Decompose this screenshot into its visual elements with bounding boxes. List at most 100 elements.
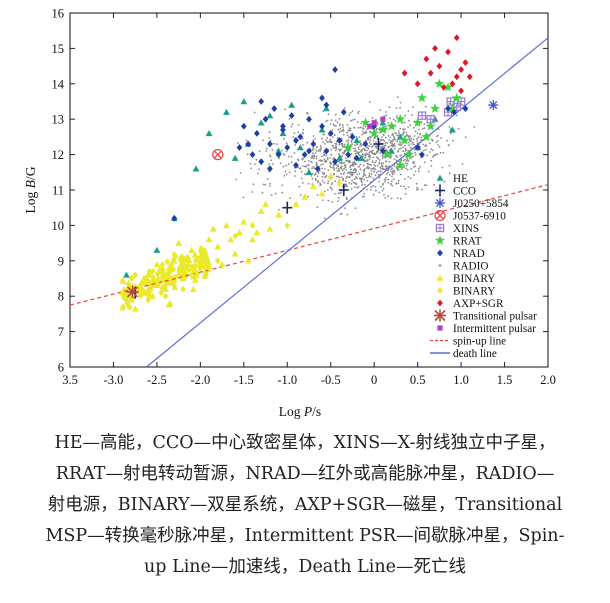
radio-point [452,139,454,142]
radio-point [323,168,326,170]
radio-point [281,149,283,152]
radio-point [350,187,353,190]
radio-point [425,148,427,151]
radio-point [315,157,318,160]
radio-point [390,197,393,200]
radio-point [333,167,336,170]
radio-point [297,131,300,134]
he-point [153,246,161,253]
binary-point [170,276,178,283]
radio-point [351,161,354,164]
radio-point [382,133,385,136]
binary-point [231,250,239,257]
cco-point [373,137,384,150]
radio-point [429,151,431,153]
radio-point [338,170,340,173]
binary-point [149,292,156,299]
radio-point [393,158,396,161]
radio-point [316,175,319,178]
radio-point [455,114,458,117]
nrad-point [258,158,265,166]
radio-point [300,177,303,180]
radio-point [356,143,359,146]
binary-point [275,211,282,218]
radio-point [333,172,335,175]
radio-point [357,112,359,115]
radio-point [398,140,401,143]
radio-point [384,144,387,147]
nrad-point [323,147,330,155]
radio-point [284,170,287,173]
radio-point [319,182,321,185]
radio-point [361,184,364,186]
radio-point [345,196,348,199]
radio-point [440,137,442,139]
radio-point [337,200,339,203]
spin-up-line-line [69,184,549,306]
radio-point [315,163,318,166]
radio-point [318,169,321,172]
binary-point [214,243,222,250]
radio-point [343,143,346,146]
radio-point [392,138,394,141]
nrad-point [379,147,386,155]
radio-point [443,180,446,183]
x-tick-label: 0.5 [410,373,426,387]
radio-point [369,137,372,139]
intermittent-pulsar-point [380,116,386,122]
radio-point [341,126,344,128]
radio-point [355,136,358,138]
radio-point [287,155,290,158]
radio-point [323,133,325,136]
radio-point [325,160,328,162]
radio-point [307,160,310,162]
radio-point [432,155,434,158]
radio-point [343,152,345,155]
radio-point [297,159,300,162]
radio-point [413,143,415,146]
figure-caption: HE—高能，CCO—中心致密星体，XINS—X-射线独立中子星， RRAT—射电… [8,428,602,583]
binary-point [165,269,172,277]
radio-point [414,130,417,133]
legend-label: HE [453,173,468,185]
radio-point [372,193,375,196]
radio-point [366,165,369,168]
radio-point [448,126,451,128]
caption-line-3: 射电源，BINARY—双星系统，AXP+SGR—磁星，Transitional [47,495,563,515]
radio-point [322,163,324,166]
radio-point [389,136,392,139]
legend-marker [436,174,444,181]
y-tick-label: 14 [52,77,65,91]
radio-point [384,181,387,183]
binary-point [240,218,248,225]
radio-point [369,175,372,178]
radio-point [251,191,254,193]
x-axis-title: Log P/s [279,404,321,419]
radio-point [283,137,285,140]
caption-line-4: MSP—转换毫秒脉冲星，Intermittent PSR—间歇脉冲星，Spin- [45,526,565,546]
radio-point [387,195,390,198]
radio-point [363,172,365,175]
radio-point [344,207,346,210]
binary-point [191,276,199,283]
x-tick-label: -1.5 [234,373,254,387]
radio-point [357,110,360,113]
legend-marker [435,184,445,197]
binary-point [301,193,309,200]
radio-point [387,169,390,172]
radio-point [300,170,303,173]
he-point [431,115,439,122]
radio-point [403,121,406,124]
intermittent-pulsar-point [371,120,377,126]
binary-point [201,246,209,253]
radio-point [378,180,380,183]
radio-point [341,169,344,172]
radio-point [327,199,330,202]
binary-point [118,289,126,296]
radio-point [313,155,316,158]
binary-point [262,200,269,207]
he-point [353,137,361,144]
radio-point [421,188,423,191]
radio-point [358,172,361,175]
xins-point [417,111,427,120]
